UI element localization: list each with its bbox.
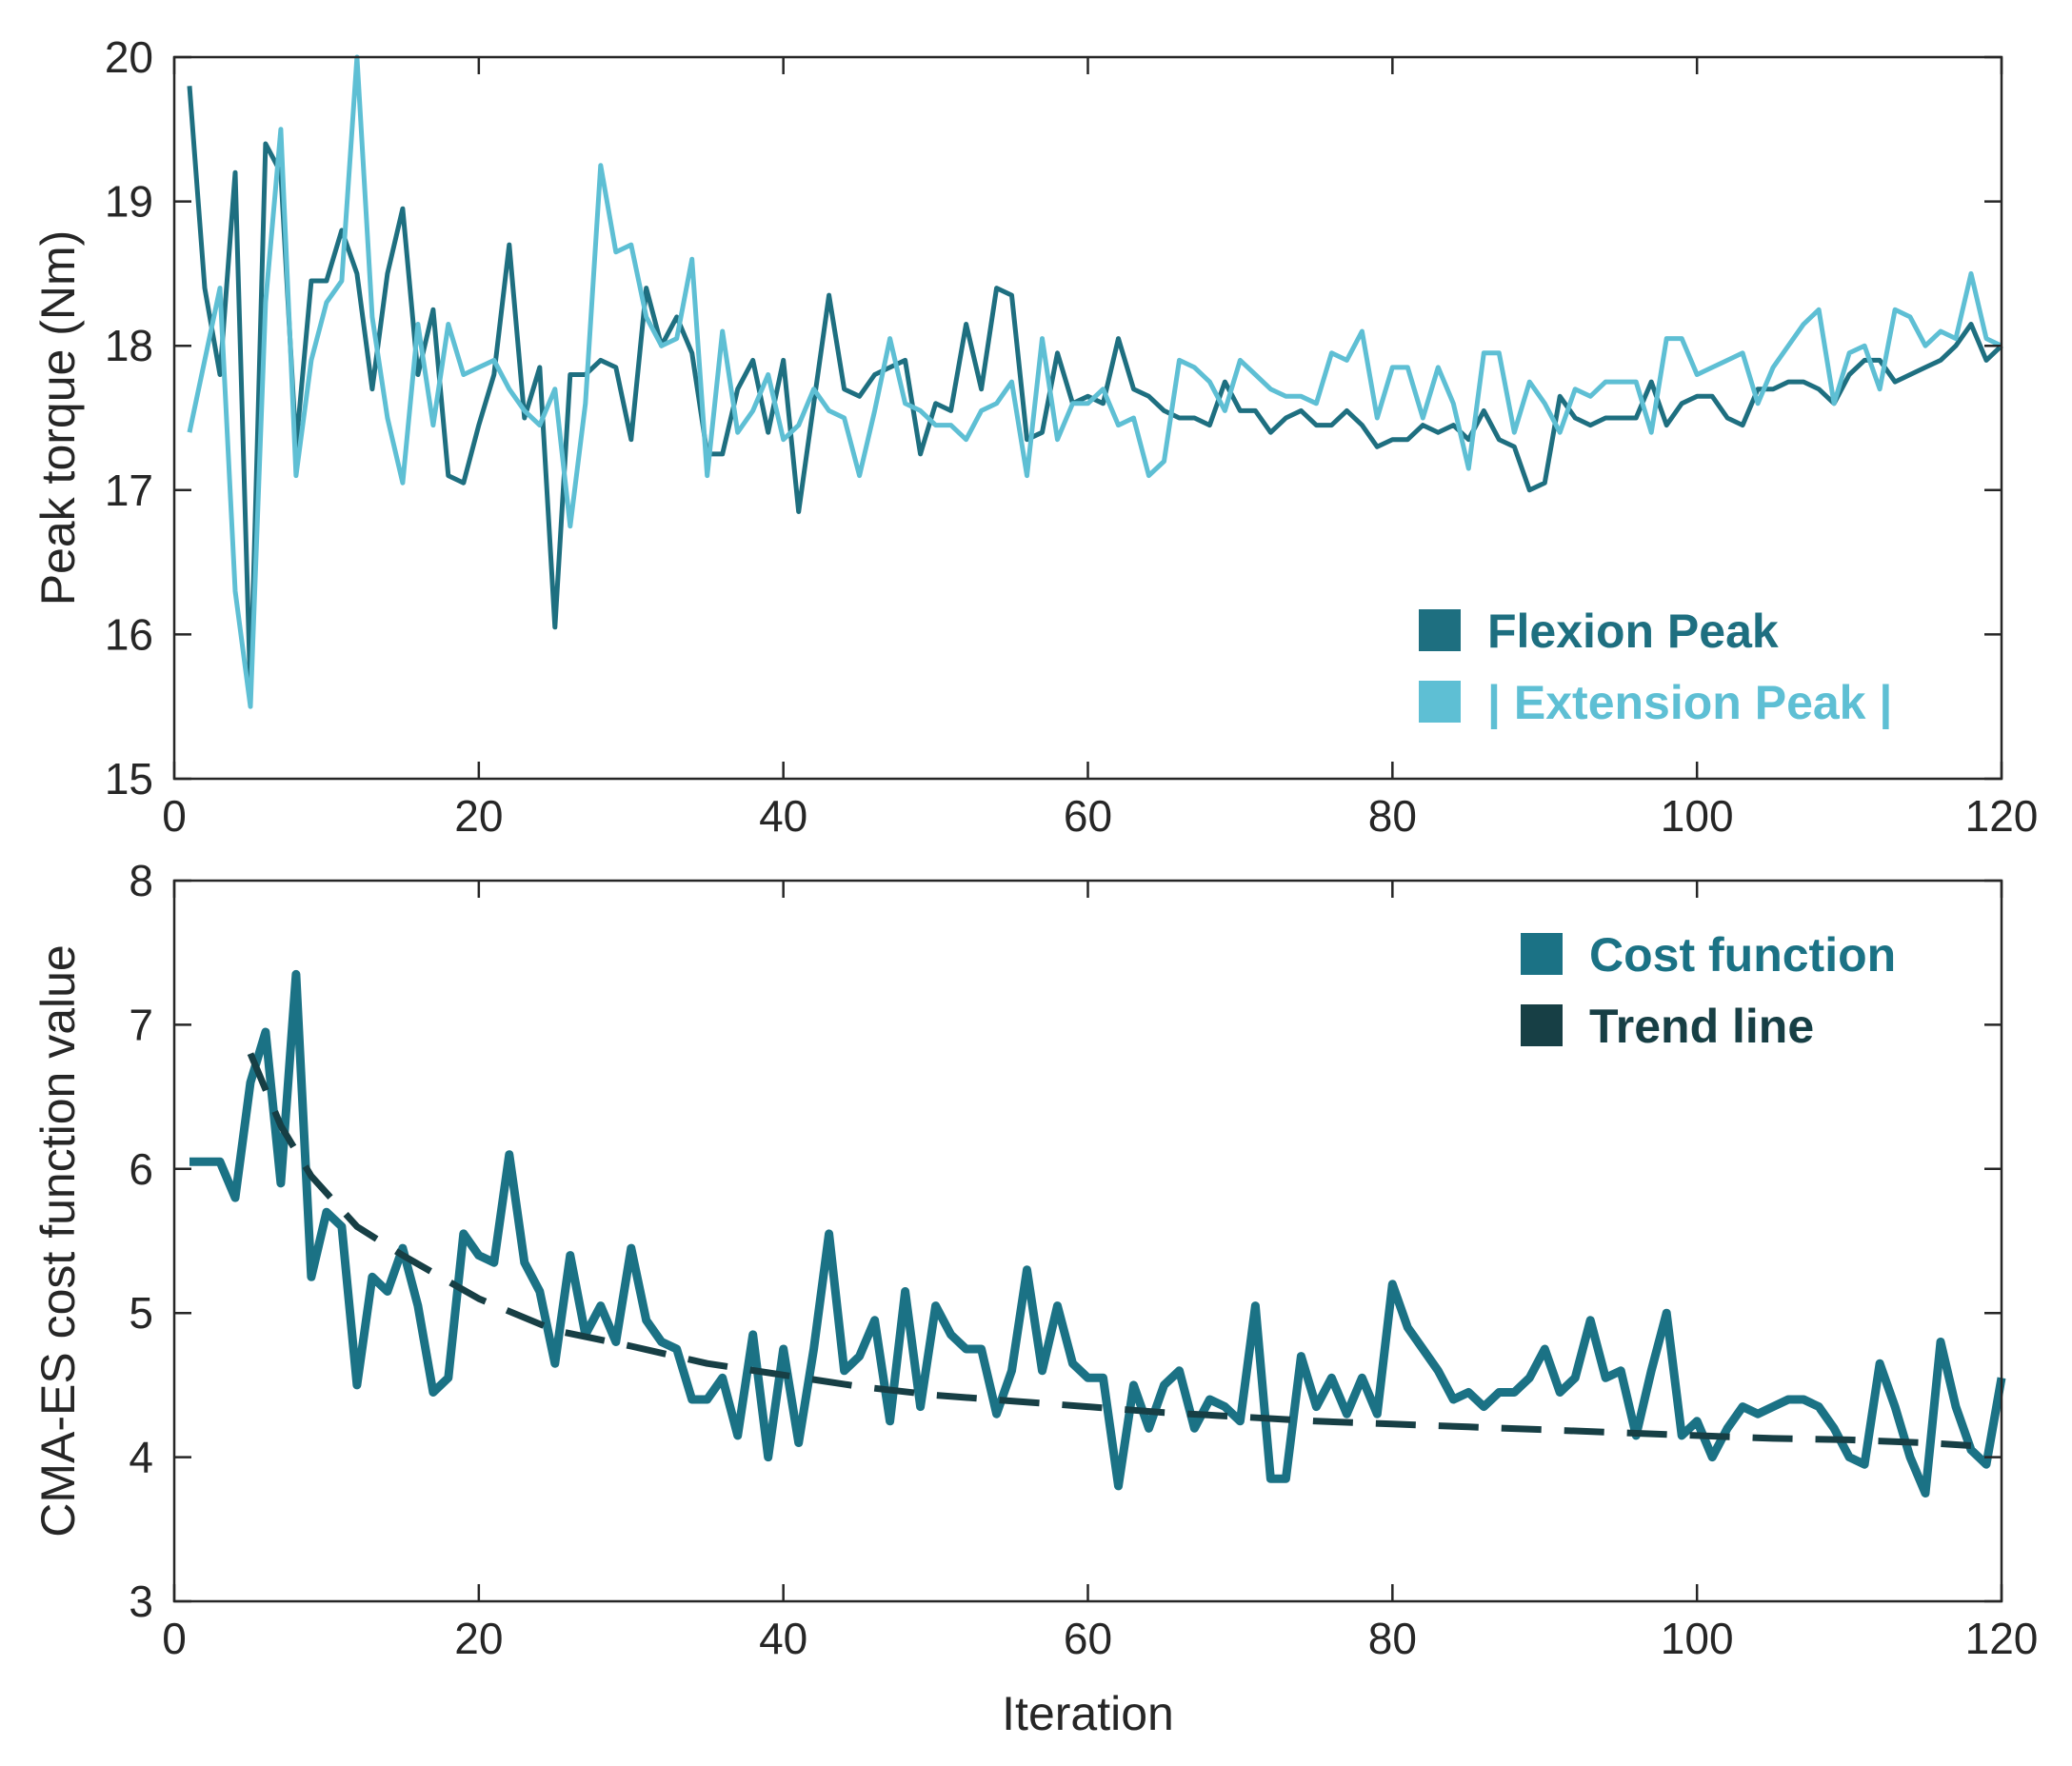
cost-series-line-2 [247, 1052, 1972, 1449]
torque-legend-swatch-2 [1419, 681, 1461, 723]
torque-series-line-2 [187, 54, 2003, 709]
torque-x-tick-label: 0 [162, 791, 187, 841]
cost-x-tick-label: 100 [1661, 1614, 1734, 1663]
torque-series-line-1 [187, 86, 2003, 695]
torque-legend-label-2: | Extension Peak | [1487, 676, 1892, 730]
cost-y-tick-label: 4 [129, 1433, 153, 1482]
cost-y-tick-label: 8 [129, 856, 153, 905]
cost-panel: 0 20 40 60 80 100 120 3 4 5 6 7 8 CMA-ES cost functio… [31, 856, 2038, 1740]
cost-x-axis-label: Iteration [1002, 1687, 1174, 1740]
torque-y-tick-label: 20 [105, 32, 153, 82]
cost-x-tick-label: 40 [759, 1614, 807, 1663]
torque-y-tick-label: 15 [105, 754, 153, 804]
torque-y-tick-label: 17 [105, 466, 153, 515]
cost-legend-swatch-2 [1521, 1004, 1563, 1046]
cost-y-tick-label: 7 [129, 1000, 153, 1049]
cost-x-tick-label: 80 [1368, 1614, 1417, 1663]
torque-x-tick-label: 80 [1368, 791, 1417, 841]
torque-x-tick-label: 60 [1064, 791, 1112, 841]
cost-x-tick-label: 0 [162, 1614, 187, 1663]
cost-y-axis-label: CMA-ES cost function value [31, 944, 85, 1538]
cost-x-tick-label: 60 [1064, 1614, 1112, 1663]
torque-legend-label-1: Flexion Peak [1487, 605, 1779, 658]
torque-panel: 0 20 40 60 80 100 120 15 16 17 18 19 20 Peak torque (… [31, 32, 2038, 841]
torque-y-tick-label: 16 [105, 609, 153, 659]
cost-legend-label-1: Cost function [1589, 928, 1896, 982]
cost-y-tick-label: 5 [129, 1288, 153, 1338]
torque-x-tick-label: 120 [1965, 791, 2039, 841]
cost-y-tick-label: 6 [129, 1144, 153, 1194]
cost-series-line-1 [189, 969, 2006, 1498]
cost-legend-swatch-1 [1521, 933, 1563, 975]
torque-y-axis-label: Peak torque (Nm) [31, 230, 85, 606]
cost-x-tick-label: 120 [1965, 1614, 2039, 1663]
torque-legend: Flexion Peak | Extension Peak | [1419, 605, 1892, 730]
cost-y-tick-label: 3 [129, 1577, 153, 1626]
torque-y-tick-label: 19 [105, 177, 153, 227]
cost-x-tick-label: 20 [454, 1614, 503, 1663]
torque-x-tick-label: 40 [759, 791, 807, 841]
cost-legend-label-2: Trend line [1589, 1000, 1814, 1053]
torque-x-tick-label: 20 [454, 791, 503, 841]
cost-axes-box [172, 879, 2003, 1603]
cost-legend: Cost function Trend line [1521, 928, 1896, 1053]
torque-legend-swatch-1 [1419, 609, 1461, 651]
torque-y-tick-label: 18 [105, 321, 153, 370]
torque-x-tick-label: 100 [1661, 791, 1734, 841]
